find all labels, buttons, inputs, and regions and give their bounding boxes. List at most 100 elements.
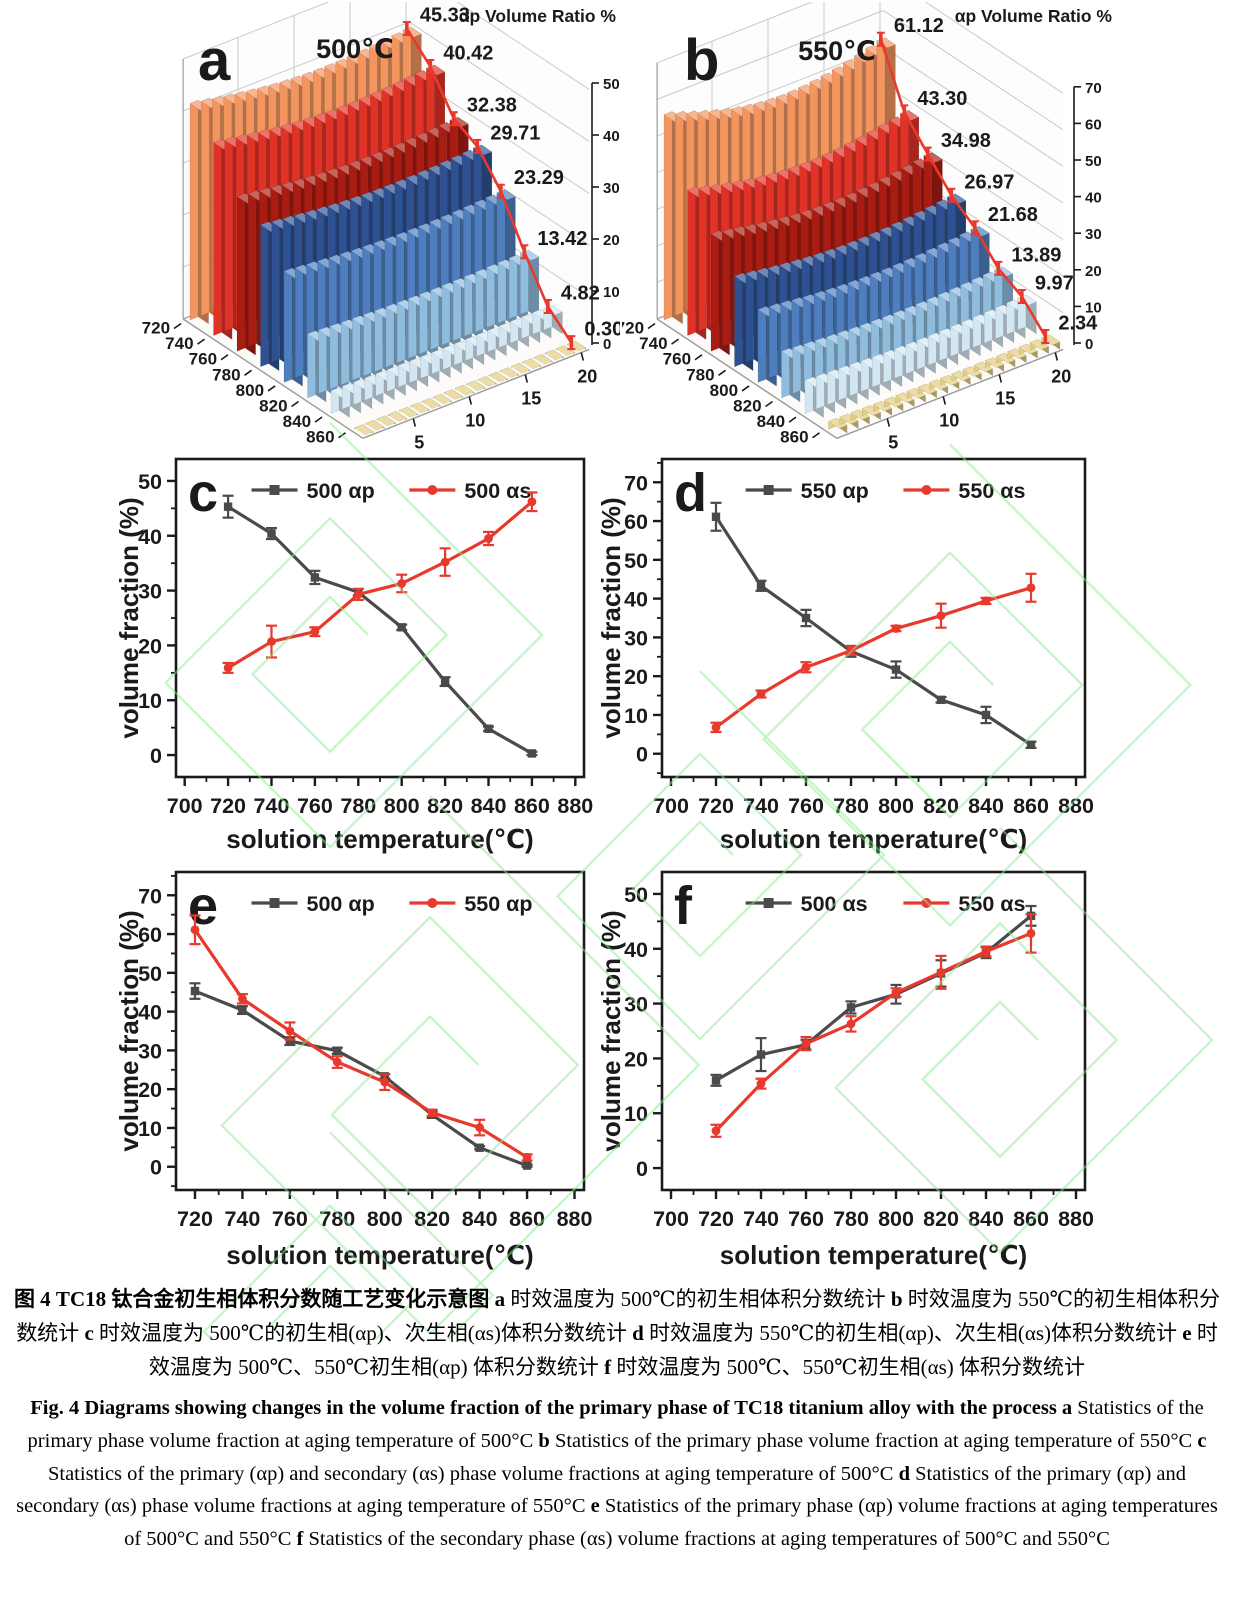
caption-run: e [590,1495,600,1518]
svg-text:a: a [198,28,231,93]
svg-text:10: 10 [939,411,959,431]
svg-text:40: 40 [603,128,620,145]
svg-text:550 αp: 550 αp [801,479,869,503]
svg-text:500℃: 500℃ [316,34,394,64]
caption-run: f [604,1355,612,1380]
svg-text:860: 860 [1013,1207,1049,1231]
svg-text:820: 820 [259,397,287,416]
svg-text:820: 820 [414,1207,450,1231]
svg-text:50: 50 [624,883,648,907]
svg-text:780: 780 [686,365,714,384]
svg-text:30: 30 [1085,226,1102,243]
caption-run: a [494,1287,506,1311]
svg-text:720: 720 [177,1207,213,1231]
svg-text:20: 20 [577,367,597,387]
svg-text:880: 880 [557,794,593,818]
svg-text:60: 60 [1085,116,1102,133]
svg-text:20: 20 [624,665,648,689]
svg-text:15: 15 [995,389,1015,409]
svg-text:20: 20 [603,232,620,249]
svg-text:820: 820 [427,794,463,818]
svg-text:volume fraction (%): volume fraction (%) [600,497,626,738]
svg-text:0: 0 [1085,336,1093,353]
svg-text:0.30: 0.30 [584,319,620,341]
svg-text:10: 10 [603,284,620,301]
svg-text:820: 820 [923,1207,959,1231]
svg-text:720: 720 [698,794,734,818]
svg-text:740: 740 [743,794,779,818]
svg-text:800: 800 [710,381,738,400]
svg-text:32.38: 32.38 [467,95,517,117]
caption-run: c [84,1321,94,1346]
svg-text:0: 0 [636,743,648,767]
svg-text:70: 70 [138,884,162,908]
svg-text:860: 860 [306,428,334,447]
svg-text:760: 760 [297,794,333,818]
svg-text:700: 700 [167,794,203,818]
svg-text:volume fraction (%): volume fraction (%) [118,497,144,738]
caption-run: 时效温度为 550℃的初生相(αp)、次生相(αs)体积分数统计 [643,1321,1183,1346]
svg-text:34.98: 34.98 [941,130,991,152]
svg-text:20: 20 [624,1047,648,1071]
caption-run: c [1197,1429,1207,1452]
svg-text:30: 30 [603,180,620,197]
caption-run: d [632,1321,644,1346]
svg-text:800: 800 [384,794,420,818]
svg-text:740: 740 [254,794,290,818]
svg-text:860: 860 [509,1207,545,1231]
svg-text:840: 840 [462,1207,498,1231]
svg-text:50: 50 [624,549,648,573]
svg-text:780: 780 [212,365,240,384]
svg-text:volume fraction (%): volume fraction (%) [118,910,144,1151]
caption-run: f [296,1528,304,1551]
svg-text:550 αp: 550 αp [464,892,532,916]
svg-text:840: 840 [471,794,507,818]
svg-text:13.42: 13.42 [537,228,587,250]
svg-text:c: c [188,463,218,523]
svg-text:0: 0 [150,1156,162,1180]
svg-text:780: 780 [340,794,376,818]
svg-text:760: 760 [788,1207,824,1231]
svg-text:40: 40 [624,588,648,612]
svg-text:500 αp: 500 αp [307,892,375,916]
svg-text:740: 740 [224,1207,260,1231]
svg-text:60: 60 [624,510,648,534]
svg-text:10: 10 [624,704,648,728]
svg-text:760: 760 [189,350,217,369]
svg-text:820: 820 [733,397,761,416]
caption-run: 图 4 TC18 钛合金初生相体积分数随工艺变化示意图 [13,1287,495,1311]
svg-text:860: 860 [1013,794,1049,818]
svg-text:780: 780 [833,794,869,818]
svg-text:solution temperature(℃): solution temperature(℃) [720,824,1027,854]
svg-text:880: 880 [1058,794,1094,818]
svg-text:70: 70 [624,471,648,495]
svg-text:13.89: 13.89 [1011,244,1061,266]
svg-text:720: 720 [698,1207,734,1231]
svg-text:820: 820 [923,794,959,818]
svg-text:880: 880 [1058,1207,1094,1231]
svg-text:29.71: 29.71 [490,122,540,144]
svg-text:50: 50 [138,470,162,494]
svg-text:700: 700 [653,794,689,818]
caption-run: b [890,1287,903,1311]
svg-text:volume fraction (%): volume fraction (%) [600,910,626,1151]
svg-text:45.33: 45.33 [420,5,470,27]
svg-text:800: 800 [236,381,264,400]
svg-text:500 αp: 500 αp [307,479,375,503]
svg-text:740: 740 [639,334,667,353]
svg-text:solution temperature(℃): solution temperature(℃) [226,1240,533,1270]
svg-text:15: 15 [521,389,541,409]
svg-text:760: 760 [663,350,691,369]
svg-text:30: 30 [624,993,648,1017]
caption-run: b [538,1429,550,1452]
svg-text:500 αs: 500 αs [801,892,868,916]
svg-text:10: 10 [465,411,485,431]
caption-run: Fig. 4 Diagrams showing changes in the v… [30,1397,1062,1420]
panel-c-line-chart: 700 720 740 760 780 800 820 840 860 8800102030405… [118,457,593,854]
caption-run: Statistics of the secondary phase (αs) v… [303,1528,1110,1551]
svg-text:solution temperature(℃): solution temperature(℃) [720,1240,1027,1270]
caption-run: Statistics of the primary (αp) and secon… [16,1462,1187,1518]
caption-run: 时效温度为 500℃、550℃初生相(αp) 体积分数统计 [148,1321,1218,1380]
